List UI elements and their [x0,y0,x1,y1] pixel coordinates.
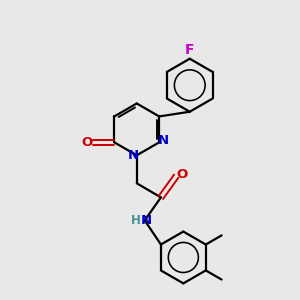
Text: O: O [176,168,188,181]
Text: N: N [141,214,152,227]
Text: N: N [128,149,139,162]
Text: H: H [131,214,141,227]
Text: N: N [158,134,169,147]
Text: F: F [185,44,194,58]
Text: O: O [81,136,92,149]
